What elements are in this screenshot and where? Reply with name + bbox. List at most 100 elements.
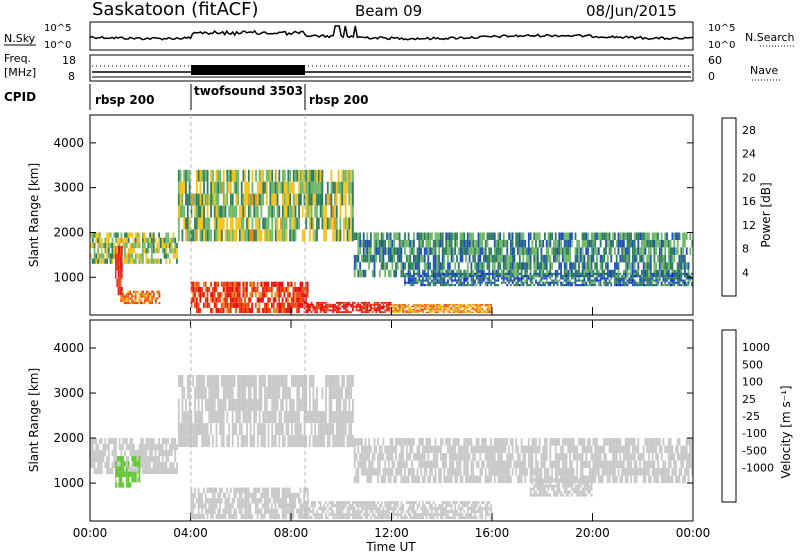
heatmap-cell bbox=[483, 232, 485, 240]
heatmap-cell bbox=[422, 438, 424, 446]
heatmap-cell bbox=[265, 498, 268, 504]
heatmap-cell bbox=[615, 281, 618, 284]
heatmap-cell bbox=[484, 275, 487, 278]
heatmap-cell bbox=[251, 281, 254, 287]
heatmap-cell bbox=[303, 307, 306, 310]
heatmap-cell bbox=[651, 281, 654, 284]
heatmap-cell bbox=[308, 193, 311, 206]
heatmap-cell bbox=[486, 507, 489, 511]
heatmap-cell bbox=[124, 438, 126, 445]
heatmap-cell bbox=[100, 456, 103, 463]
heatmap-cell bbox=[413, 262, 415, 270]
heatmap-cell bbox=[571, 232, 573, 240]
heatmap-cell bbox=[233, 487, 236, 493]
heatmap-cell bbox=[335, 516, 338, 520]
heatmap-cell bbox=[212, 513, 214, 520]
heatmap-cell bbox=[466, 310, 469, 312]
heatmap-cell bbox=[486, 310, 489, 312]
heatmap-cell bbox=[280, 307, 282, 314]
heatmap-cell bbox=[260, 513, 263, 520]
heatmap-cell bbox=[204, 193, 207, 206]
heatmap-cell bbox=[434, 475, 437, 484]
heatmap-cell bbox=[395, 310, 397, 312]
heatmap-cell bbox=[93, 450, 96, 457]
heatmap-cell bbox=[228, 287, 230, 293]
heatmap-cell bbox=[407, 501, 410, 505]
heatmap-cell bbox=[335, 301, 338, 304]
heatmap-cell bbox=[457, 307, 460, 309]
heatmap-cell bbox=[140, 290, 143, 293]
heatmap-cell bbox=[641, 239, 643, 248]
heatmap-cell bbox=[475, 272, 478, 275]
heatmap-cell bbox=[409, 310, 412, 312]
heatmap-cell bbox=[165, 232, 168, 238]
heatmap-cell bbox=[91, 450, 94, 457]
heatmap-cell bbox=[339, 510, 342, 514]
heatmap-cell bbox=[691, 239, 693, 248]
heatmap-cell bbox=[562, 254, 564, 263]
heatmap-cell bbox=[339, 307, 342, 310]
heatmap-cell bbox=[391, 311, 394, 314]
heatmap-cell bbox=[497, 239, 500, 248]
heatmap-cell bbox=[289, 411, 291, 423]
heatmap-cell bbox=[359, 504, 361, 508]
heatmap-cell bbox=[99, 456, 101, 463]
heatmap-cell bbox=[222, 193, 225, 206]
heatmap-cell bbox=[429, 516, 431, 520]
heatmap-cell bbox=[287, 297, 289, 303]
heatmap-cell bbox=[125, 232, 128, 238]
heatmap-cell bbox=[294, 492, 297, 499]
heatmap-cell bbox=[454, 308, 457, 311]
heatmap-cell bbox=[337, 305, 340, 308]
heatmap-cell bbox=[176, 248, 178, 254]
heatmap-cell bbox=[684, 279, 686, 282]
heatmap-cell bbox=[431, 445, 433, 454]
heatmap-cell bbox=[479, 308, 482, 311]
heatmap-cell bbox=[687, 279, 690, 282]
heatmap-cell bbox=[102, 242, 105, 249]
heatmap-cell bbox=[326, 309, 329, 312]
heatmap-cell bbox=[418, 279, 421, 282]
heatmap-cell bbox=[151, 258, 153, 264]
heatmap-cell bbox=[572, 275, 575, 278]
heatmap-cell bbox=[346, 217, 349, 230]
heatmap-cell bbox=[377, 460, 379, 469]
heatmap-cell bbox=[343, 516, 345, 520]
heatmap-cell bbox=[653, 279, 656, 282]
heatmap-cell bbox=[228, 181, 230, 194]
heatmap-cell bbox=[475, 275, 478, 278]
heatmap-cell bbox=[429, 281, 431, 284]
heatmap-cell bbox=[190, 503, 193, 509]
heatmap-cell bbox=[560, 262, 562, 270]
heatmap-cell bbox=[581, 284, 584, 287]
heatmap-cell bbox=[147, 292, 150, 296]
heatmap-cell bbox=[414, 307, 417, 309]
heatmap-cell bbox=[420, 247, 422, 255]
heatmap-cell bbox=[389, 311, 392, 314]
heatmap-cell bbox=[125, 299, 128, 302]
heatmap-cell bbox=[581, 272, 584, 275]
heatmap-cell bbox=[366, 305, 369, 308]
heatmap-cell bbox=[299, 508, 302, 514]
heatmap-cell bbox=[429, 475, 431, 484]
heatmap-cell bbox=[212, 435, 214, 448]
heatmap-cell bbox=[362, 269, 365, 278]
heatmap-cell bbox=[140, 297, 143, 300]
heatmap-cell bbox=[292, 498, 295, 504]
heatmap-cell bbox=[312, 305, 315, 308]
heatmap-cell bbox=[517, 277, 519, 280]
heatmap-cell bbox=[592, 281, 595, 284]
heatmap-cell bbox=[413, 308, 415, 311]
heatmap-cell bbox=[465, 460, 467, 469]
heatmap-cell bbox=[264, 399, 266, 411]
heatmap-cell bbox=[518, 239, 521, 248]
heatmap-cell bbox=[361, 307, 363, 310]
heatmap-cell bbox=[619, 254, 622, 263]
heatmap-cell bbox=[107, 253, 110, 259]
heatmap-cell bbox=[483, 247, 485, 255]
heatmap-cell bbox=[170, 237, 173, 243]
heatmap-cell bbox=[572, 281, 575, 284]
heatmap-cell bbox=[425, 460, 428, 469]
heatmap-cell bbox=[474, 247, 476, 255]
heatmap-cell bbox=[210, 503, 212, 509]
